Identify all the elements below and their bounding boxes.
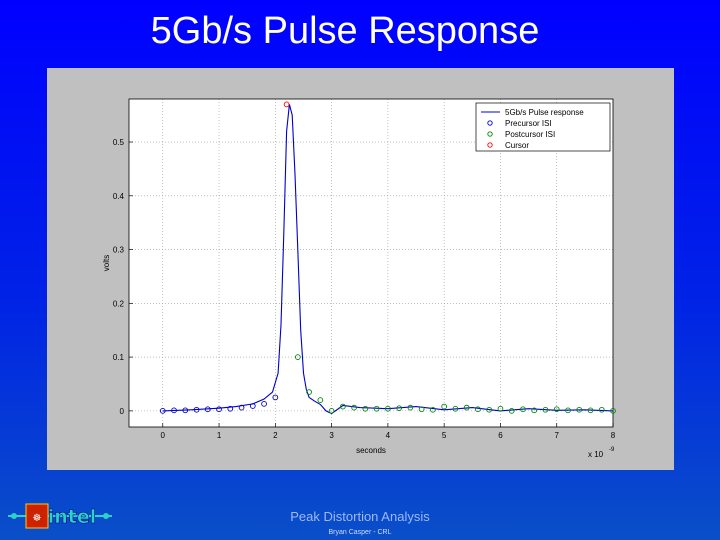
plot-frame bbox=[128, 98, 614, 428]
postcursor-isi-marker bbox=[317, 397, 324, 403]
postcursor-isi-marker bbox=[373, 405, 380, 412]
cursor-marker bbox=[283, 101, 290, 108]
legend-box bbox=[475, 102, 611, 152]
postcursor-isi-marker bbox=[441, 403, 448, 410]
postcursor-isi-marker bbox=[486, 406, 493, 413]
legend-marker-swatch bbox=[487, 142, 493, 148]
postcursor-isi-marker bbox=[328, 408, 335, 414]
postcursor-isi-marker bbox=[542, 406, 549, 413]
postcursor-isi-marker bbox=[565, 407, 571, 414]
postcursor-isi-marker bbox=[587, 407, 594, 414]
precursor-isi-marker bbox=[261, 401, 267, 407]
postcursor-isi-marker bbox=[553, 406, 560, 413]
x-tick-label: 0 bbox=[161, 431, 166, 440]
x-tick-label: 3 bbox=[329, 431, 334, 440]
postcursor-isi-marker bbox=[452, 405, 459, 412]
x-exponent-label: x 10 bbox=[588, 450, 604, 459]
tick-labels: 0 1 2 3 4 5 6 7 8 0 0.1 0.2 0.3 0.4 0.5 bbox=[113, 138, 616, 440]
x-tick-label: 2 bbox=[273, 431, 278, 440]
y-tick-label: 0.2 bbox=[113, 299, 125, 308]
legend-marker-swatch bbox=[487, 131, 493, 137]
x-tick-label: 6 bbox=[498, 431, 503, 440]
postcursor-isi-marker bbox=[531, 407, 538, 414]
precursor-isi-marker bbox=[216, 406, 222, 413]
y-tick-label: 0.1 bbox=[113, 353, 125, 362]
postcursor-isi-marker bbox=[475, 406, 481, 413]
precursor-isi-marker bbox=[227, 405, 234, 412]
intel-logo: ☸ intel bbox=[8, 503, 112, 529]
legend-label: Precursor ISI bbox=[505, 119, 552, 128]
postcursor-isi-marker bbox=[576, 406, 583, 413]
postcursor-isi-marker bbox=[407, 404, 414, 411]
postcursor-isi-marker bbox=[306, 389, 312, 395]
postcursor-isi-marker bbox=[385, 405, 391, 412]
postcursor-isi-marker bbox=[396, 405, 402, 412]
footer-title: Peak Distortion Analysis bbox=[290, 509, 430, 524]
postcursor-isi-marker bbox=[430, 406, 436, 413]
postcursor-isi-marker bbox=[497, 405, 504, 412]
x-tick-label: 5 bbox=[442, 431, 447, 440]
precursor-isi-marker bbox=[249, 403, 256, 409]
y-axis-label: volts bbox=[102, 255, 111, 271]
postcursor-isi-marker bbox=[340, 403, 346, 410]
precursor-isi-marker bbox=[159, 408, 166, 414]
precursor-isi-marker bbox=[272, 394, 279, 401]
x-tick-label: 1 bbox=[217, 431, 222, 440]
postcursor-isi-marker bbox=[351, 404, 357, 411]
x-axis-label: seconds bbox=[356, 446, 386, 455]
postcursor-isi-marker bbox=[508, 408, 515, 414]
postcursor-isi-marker bbox=[418, 406, 425, 413]
x-tick-label: 8 bbox=[611, 431, 616, 440]
figure-panel: 0 1 2 3 4 5 6 7 8 0 0.1 0.2 0.3 0.4 0.5 5Gb/s Pulse re… bbox=[47, 68, 674, 470]
precursor-isi-marker bbox=[193, 406, 200, 413]
slide-title: 5Gb/s Pulse Response bbox=[150, 10, 540, 52]
intel-logo-text: intel bbox=[48, 506, 97, 528]
legend-label: Cursor bbox=[505, 141, 529, 150]
y-tick-label: 0.4 bbox=[113, 192, 125, 201]
legend: 5Gb/s Pulse response Precursor ISI Postcur… bbox=[475, 102, 611, 152]
x-exponent: -9 bbox=[609, 447, 615, 453]
postcursor-isi-marker bbox=[294, 354, 301, 360]
postcursor-isi-marker bbox=[520, 406, 526, 413]
postcursor-isi-marker bbox=[362, 405, 369, 412]
grid-lines bbox=[128, 98, 614, 428]
y-tick-label: 0.3 bbox=[113, 246, 125, 255]
legend-label: Postcursor ISI bbox=[505, 130, 555, 139]
footer-author: Bryan Casper - CRL bbox=[328, 529, 392, 536]
plot-area bbox=[129, 99, 613, 427]
svg-text:☸: ☸ bbox=[33, 513, 42, 524]
x-tick-label: 7 bbox=[554, 431, 559, 440]
pulse-response-chart: 0 1 2 3 4 5 6 7 8 0 0.1 0.2 0.3 0.4 0.5 5Gb/s Pulse re… bbox=[102, 98, 616, 459]
postcursor-isi-marker bbox=[610, 408, 616, 414]
postcursor-isi-marker bbox=[463, 404, 470, 411]
x-tick-label: 4 bbox=[386, 431, 391, 440]
y-tick-label: 0.5 bbox=[113, 138, 125, 147]
precursor-isi-marker bbox=[171, 407, 177, 414]
precursor-isi-marker bbox=[204, 406, 211, 413]
precursor-isi-marker bbox=[182, 407, 189, 414]
isi-markers bbox=[159, 101, 616, 414]
legend-label: 5Gb/s Pulse response bbox=[505, 108, 584, 117]
y-tick-label: 0 bbox=[120, 407, 125, 416]
legend-marker-swatch bbox=[487, 120, 493, 126]
postcursor-isi-marker bbox=[598, 406, 605, 413]
precursor-isi-marker bbox=[238, 404, 245, 411]
